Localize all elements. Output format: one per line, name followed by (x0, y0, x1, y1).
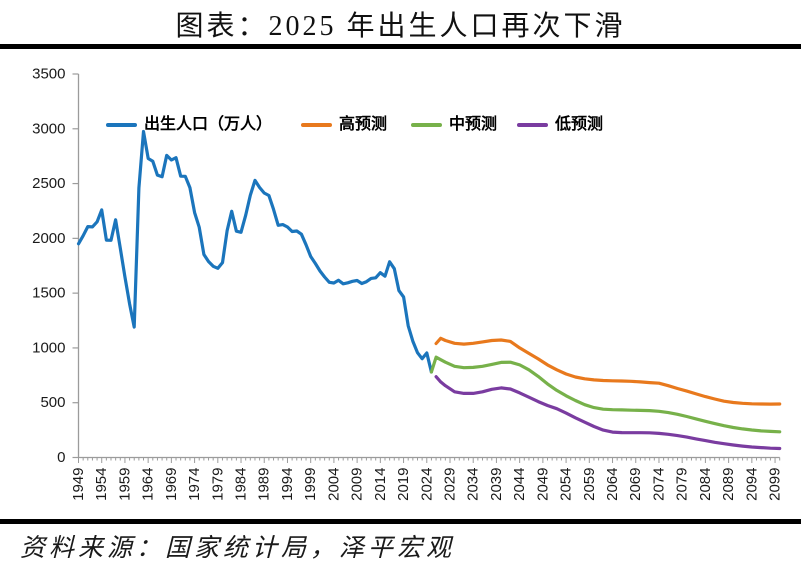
x-tick-label: 2039 (488, 468, 505, 501)
x-tick-label: 1969 (163, 468, 180, 501)
legend-swatch-mid-forecast (411, 123, 442, 127)
x-tick-label: 1994 (279, 468, 296, 501)
x-tick-label: 2069 (627, 468, 644, 501)
x-tick-label: 1979 (209, 468, 226, 501)
legend-item-low-forecast: 低预测 (517, 116, 603, 134)
y-tick-label: 0 (57, 449, 65, 466)
y-tick-label: 500 (40, 394, 65, 411)
y-tick-label: 1000 (32, 339, 65, 356)
legend-label-births: 出生人口（万人） (144, 116, 273, 133)
x-tick-label: 1999 (302, 468, 319, 501)
x-tick-label: 1964 (140, 468, 157, 501)
top-divider (0, 44, 801, 49)
birth-population-chart: 0 500 1000 1500 2000 2500 3000 3500 1949 1954 1959… (0, 50, 801, 519)
x-tick-label: 2044 (511, 468, 528, 501)
series-line-mid-forecast (429, 355, 782, 434)
y-tick-label: 3000 (32, 120, 65, 137)
y-tick-label: 2500 (32, 175, 65, 192)
x-tick-label: 2024 (418, 468, 435, 501)
x-tick-label: 1989 (256, 468, 273, 501)
source-note: 资料来源：国家统计局，泽平宏观 (20, 535, 456, 562)
x-tick-label: 2074 (650, 468, 667, 501)
chart-canvas: 0 500 1000 1500 2000 2500 3000 3500 1949 1954 1959… (32, 66, 784, 501)
x-tick-label: 1949 (70, 468, 87, 501)
chart-title: 图表：2025 年出生人口再次下滑 (175, 11, 626, 42)
x-tick-label: 1984 (233, 468, 250, 501)
legend-label-mid-forecast: 中预测 (449, 116, 498, 133)
y-tick-label: 3500 (32, 66, 65, 83)
x-tick-label: 2064 (604, 468, 621, 501)
x-tick-label: 2014 (372, 468, 389, 501)
x-tick-label: 2029 (441, 468, 458, 501)
series-line-births-actual (76, 129, 433, 374)
x-tick-label: 2084 (697, 468, 714, 501)
x-tick-label: 1974 (186, 468, 203, 501)
x-tick-label: 2079 (674, 468, 691, 501)
y-tick-label: 1500 (32, 285, 65, 302)
x-tick-label: 1954 (93, 468, 110, 501)
legend-swatch-high-forecast (301, 123, 332, 127)
bottom-divider (0, 519, 801, 524)
legend-swatch-births (106, 123, 137, 127)
x-tick-label: 2034 (465, 468, 482, 501)
x-tick-label: 2054 (558, 468, 575, 501)
x-tick-label: 2059 (581, 468, 598, 501)
series-line-low-forecast (434, 375, 782, 451)
x-tick-label: 2049 (534, 468, 551, 501)
x-tick-label: 2019 (395, 468, 412, 501)
x-tick-label: 1959 (116, 468, 133, 501)
legend-label-low-forecast: 低预测 (555, 116, 604, 133)
x-tick-label: 2089 (720, 468, 737, 501)
legend-item-births: 出生人口（万人） (106, 116, 272, 134)
x-tick-label: 2094 (743, 468, 760, 501)
series-line-high-forecast (434, 336, 782, 406)
x-tick-label: 2099 (767, 468, 784, 501)
legend-label-high-forecast: 高预测 (339, 116, 388, 133)
legend-item-mid-forecast: 中预测 (411, 116, 497, 134)
y-tick-label: 2000 (32, 230, 65, 247)
legend-item-high-forecast: 高预测 (301, 116, 387, 134)
x-tick-label: 2009 (349, 468, 366, 501)
x-tick-label: 2004 (325, 468, 342, 501)
legend-swatch-low-forecast (517, 123, 548, 127)
